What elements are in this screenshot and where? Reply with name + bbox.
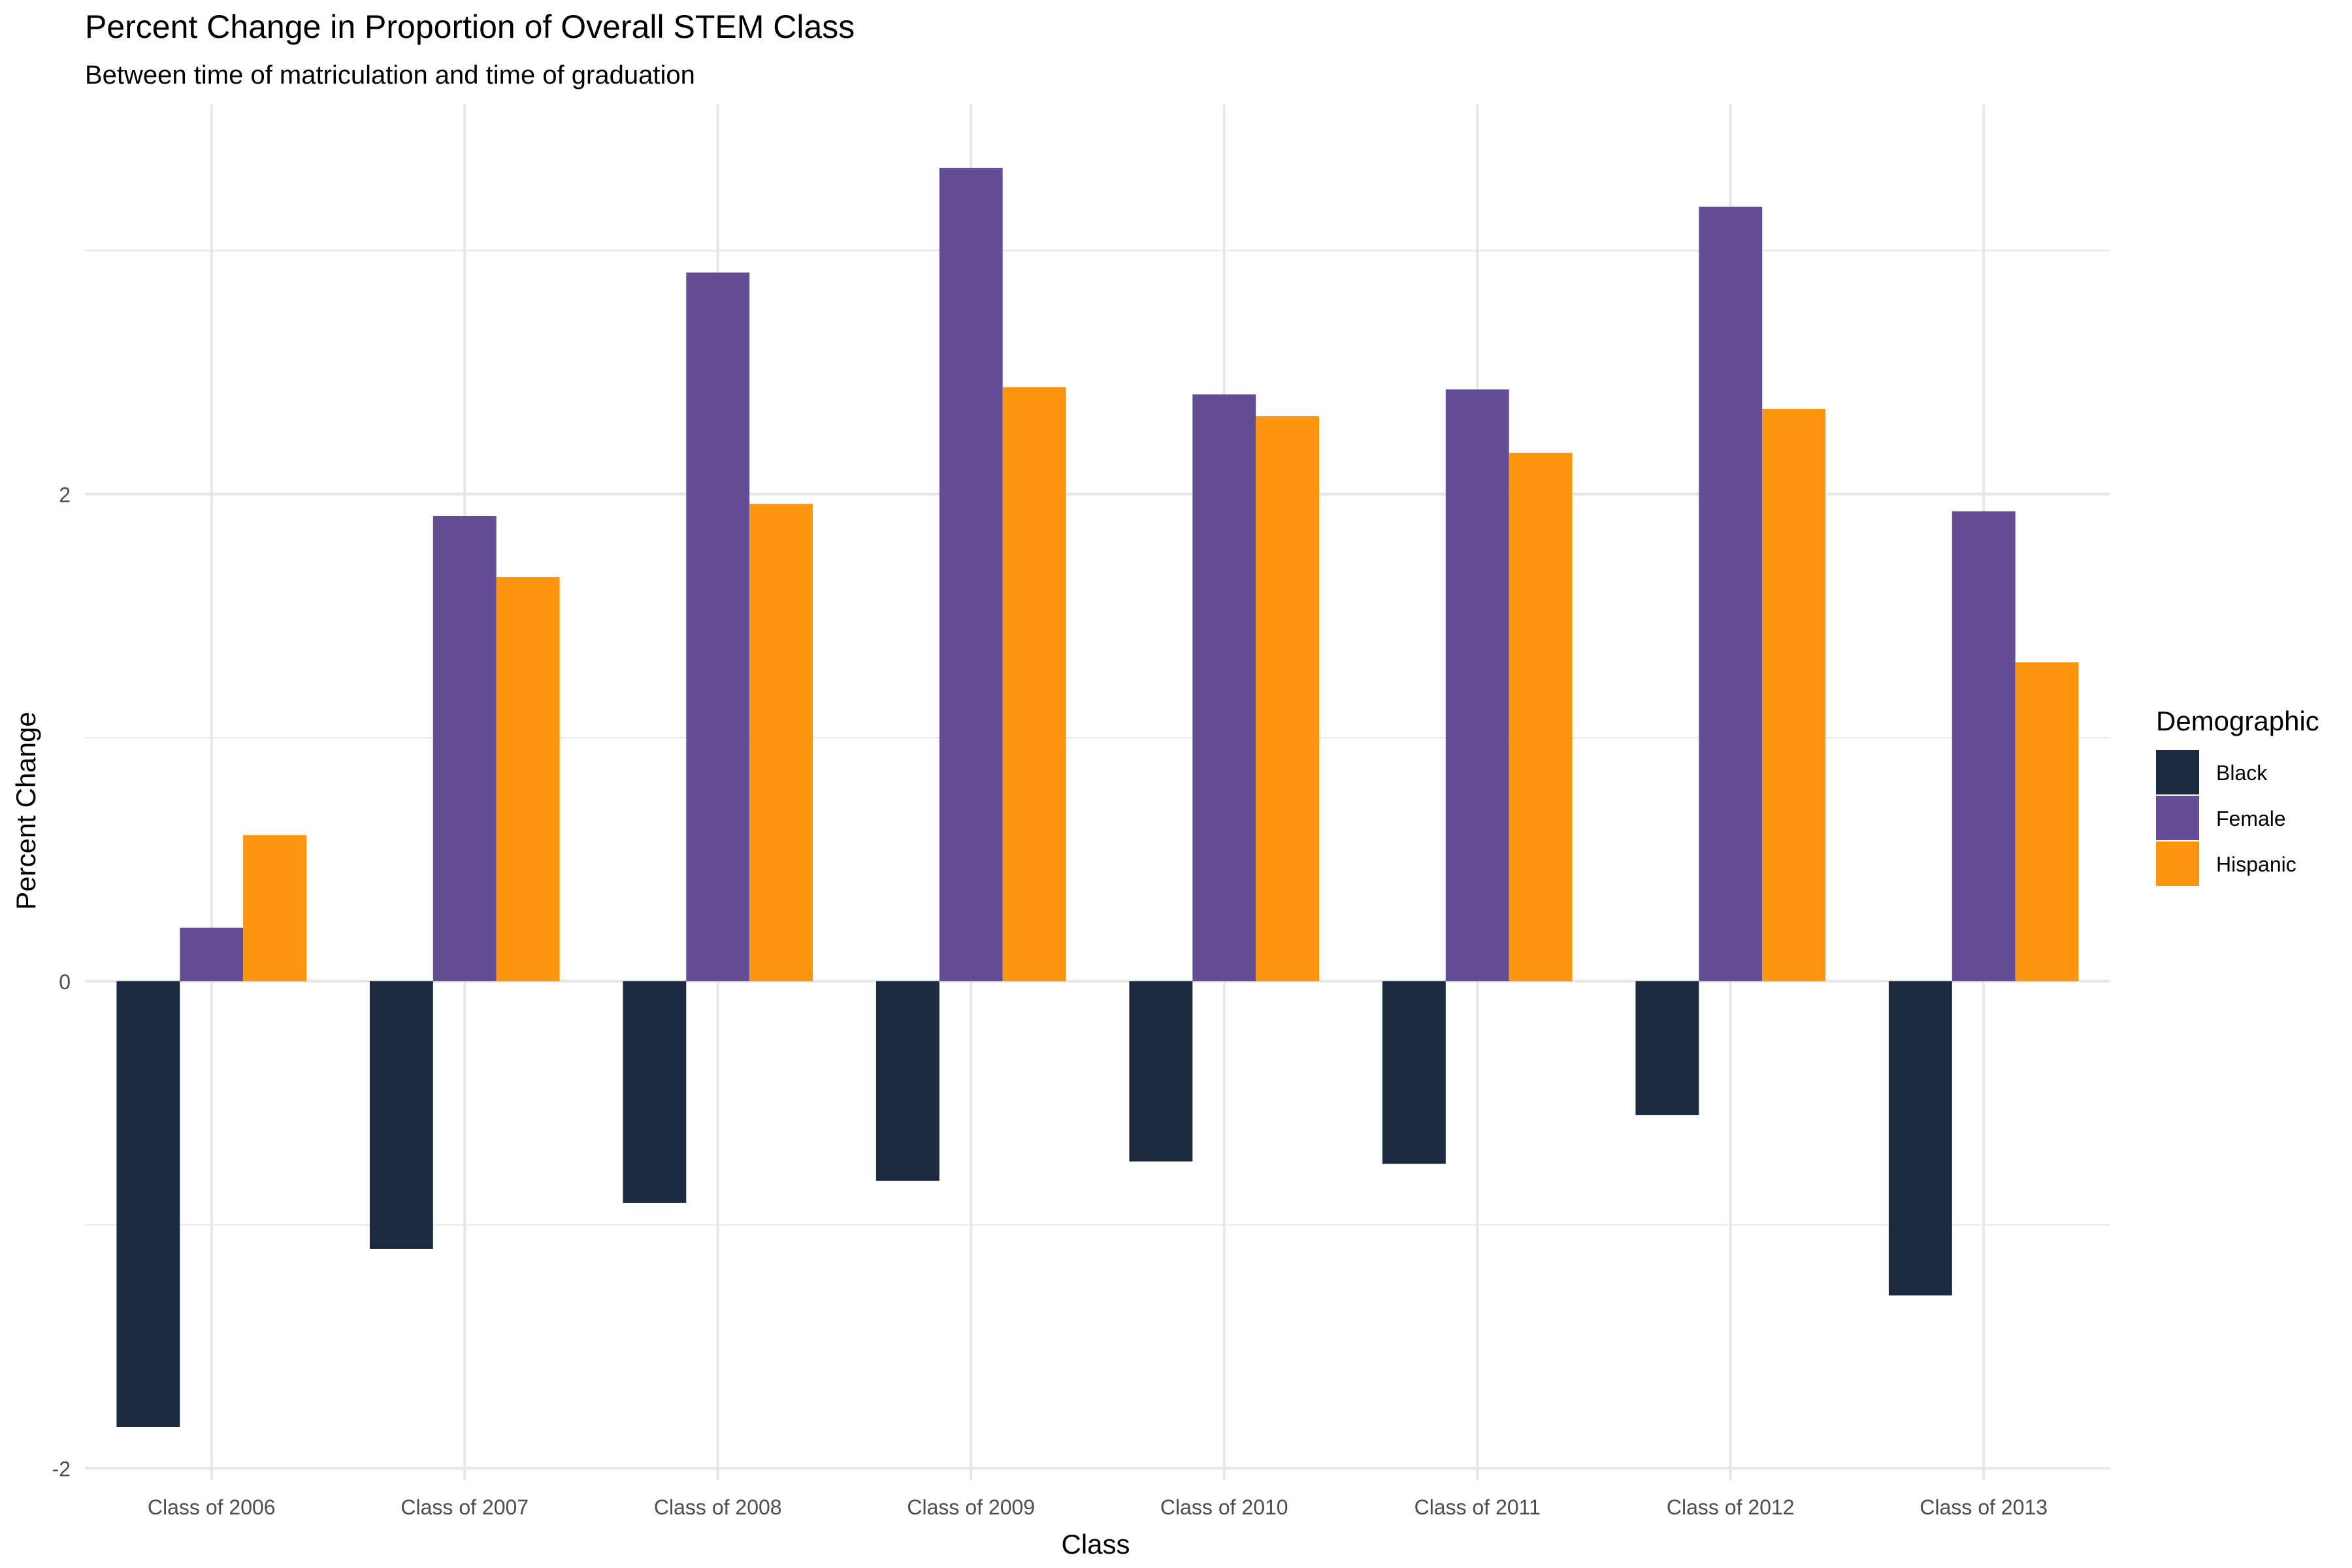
bar-hispanic-class-of-2013	[2015, 662, 2079, 981]
bar-hispanic-class-of-2009	[1002, 387, 1066, 981]
bar-female-class-of-2013	[1952, 511, 2016, 981]
bar-female-class-of-2010	[1192, 394, 1256, 981]
bar-female-class-of-2008	[686, 272, 750, 981]
y-tick-labels: -2 0 2	[52, 483, 71, 1480]
x-tick-labels: Class of 2006 Class of 2007 Class of 2008 C…	[148, 1495, 2048, 1519]
bar-hispanic-class-of-2010	[1256, 416, 1320, 981]
bars	[116, 167, 2079, 1427]
x-tick-label: Class of 2011	[1414, 1495, 1541, 1519]
y-axis-label: Percent Change	[10, 711, 41, 910]
bar-black-class-of-2009	[875, 981, 939, 1181]
legend: Demographic Black Female Hispanic	[2156, 706, 2319, 886]
bar-black-class-of-2006	[116, 981, 180, 1427]
bar-female-class-of-2011	[1445, 389, 1509, 981]
bar-black-class-of-2008	[623, 981, 687, 1203]
bar-female-class-of-2007	[433, 515, 497, 981]
y-tick-label: -2	[52, 1457, 71, 1480]
bar-female-class-of-2009	[939, 167, 1003, 981]
legend-title: Demographic	[2156, 706, 2319, 736]
bar-hispanic-class-of-2011	[1509, 453, 1573, 981]
chart-title: Percent Change in Proportion of Overall …	[85, 8, 855, 45]
legend-key-female	[2156, 796, 2199, 840]
legend-key-black	[2156, 750, 2199, 794]
bar-black-class-of-2010	[1129, 981, 1193, 1162]
x-tick-label: Class of 2009	[907, 1495, 1035, 1519]
x-tick-label: Class of 2006	[148, 1495, 276, 1519]
legend-items: Black Female Hispanic	[2156, 750, 2296, 886]
x-axis-label: Class	[1061, 1529, 1130, 1560]
legend-label-female: Female	[2216, 807, 2286, 830]
chart-subtitle: Between time of matriculation and time o…	[85, 61, 695, 90]
x-tick-label: Class of 2010	[1160, 1495, 1288, 1519]
bar-black-class-of-2011	[1382, 981, 1446, 1164]
legend-label-black: Black	[2216, 761, 2268, 785]
bar-hispanic-class-of-2007	[496, 577, 560, 981]
bar-hispanic-class-of-2012	[1762, 408, 1826, 981]
legend-label-hispanic: Hispanic	[2216, 853, 2296, 876]
bar-hispanic-class-of-2006	[243, 835, 307, 981]
bar-black-class-of-2007	[369, 981, 433, 1249]
bar-female-class-of-2012	[1699, 206, 1763, 981]
bar-hispanic-class-of-2008	[749, 504, 813, 981]
x-tick-label: Class of 2008	[654, 1495, 782, 1519]
x-tick-label: Class of 2012	[1667, 1495, 1795, 1519]
x-tick-label: Class of 2007	[400, 1495, 529, 1519]
y-tick-label: 0	[59, 970, 71, 994]
legend-key-hispanic	[2156, 841, 2199, 886]
x-tick-label: Class of 2013	[1919, 1495, 2048, 1519]
bar-female-class-of-2006	[180, 927, 244, 981]
bar-black-class-of-2012	[1635, 981, 1699, 1115]
bar-black-class-of-2013	[1888, 981, 1952, 1296]
y-tick-label: 2	[59, 483, 71, 506]
